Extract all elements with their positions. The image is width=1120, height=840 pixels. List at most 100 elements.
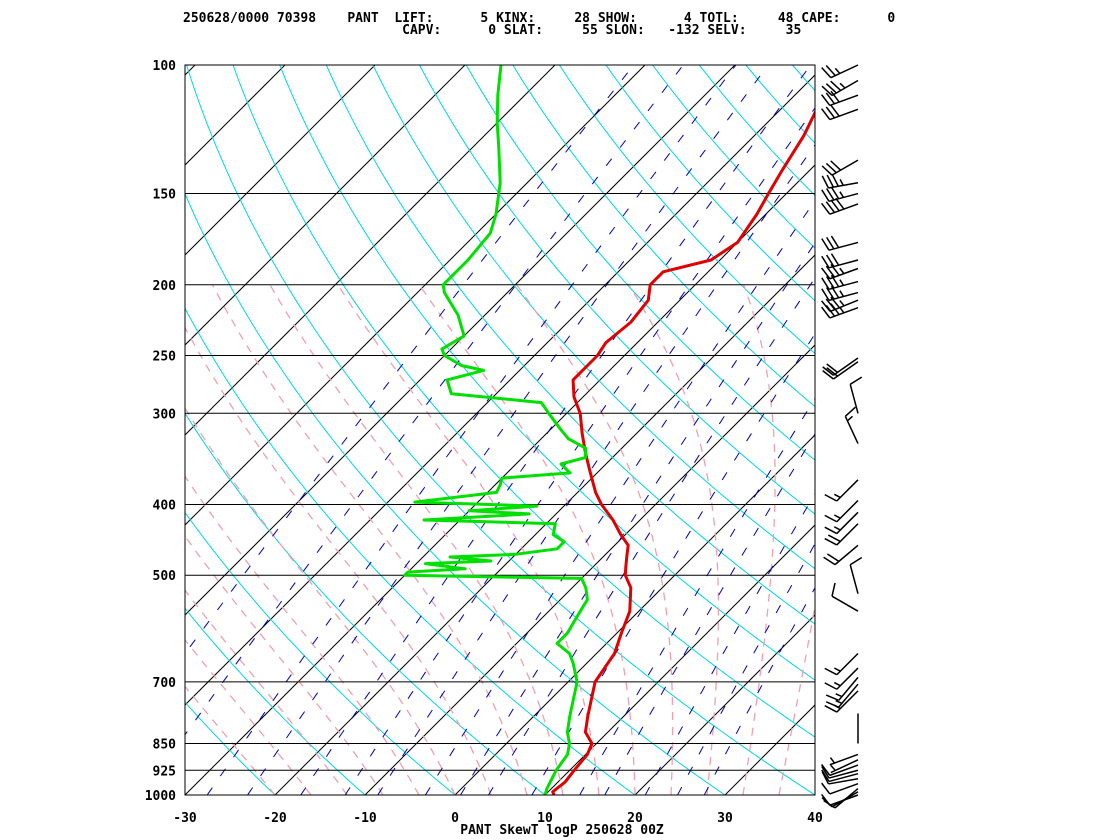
- pressure-tick-label: 400: [153, 499, 177, 514]
- dry-adiabat-line: [279, 65, 815, 681]
- moist-adiabat-line: [742, 284, 776, 795]
- pressure-tick-label: 100: [153, 59, 177, 74]
- isotherm-line: [0, 65, 105, 795]
- plot-frame: [184, 64, 816, 796]
- pressure-tick-label: 1000: [145, 789, 176, 804]
- isotherm-line: [185, 65, 736, 616]
- mixing-ratio-line: [300, 65, 812, 795]
- wind-barb: [829, 753, 859, 766]
- mixing-ratio-line: [185, 65, 684, 736]
- wind-barb: [821, 285, 859, 302]
- mixing-ratio-line: [377, 144, 815, 795]
- isotherm-line: [274, 254, 815, 795]
- dewpoint-trace: [403, 65, 589, 795]
- dry-adiabat-line: [185, 511, 456, 795]
- dry-adiabat-line: [372, 65, 815, 570]
- temperature-tick-label: 0: [451, 811, 459, 826]
- wind-barb: [821, 253, 859, 269]
- mixing-ratio-line: [703, 586, 815, 795]
- isotherm-line: [0, 65, 15, 795]
- moist-adiabat-line: [516, 284, 674, 795]
- temperature-trace: [551, 65, 815, 795]
- wind-barb: [821, 173, 859, 189]
- mixing-ratio-line: [488, 276, 815, 795]
- wind-barb: [849, 376, 863, 414]
- mixing-ratio-line: [206, 65, 737, 795]
- wind-barb: [821, 764, 859, 777]
- wind-barb: [824, 523, 859, 546]
- pressure-tick-label: 300: [153, 407, 177, 422]
- wind-barb: [824, 690, 859, 713]
- wind-barb: [849, 556, 863, 594]
- dry-adiabat-line: [185, 607, 366, 795]
- dry-adiabat-line: [0, 65, 95, 795]
- pressure-tick-label: 500: [153, 569, 177, 584]
- dry-adiabat-line: [325, 65, 815, 625]
- dry-adiabat-line: [652, 65, 815, 249]
- wind-barb: [824, 499, 859, 523]
- wind-barb: [825, 676, 859, 702]
- isotherm-line: [185, 65, 376, 256]
- header: 250628/0000 70398 PANT LIFT: 5 KINX: 28 …: [183, 11, 895, 38]
- isotherm-line: [185, 65, 556, 436]
- sounding-traces: [403, 65, 815, 795]
- moist-adiabat-line: [185, 326, 492, 795]
- wind-barb: [821, 90, 859, 107]
- wind-barb: [821, 303, 859, 319]
- pressure-tick-label: 250: [153, 349, 177, 364]
- plot-border: [184, 64, 816, 796]
- dry-adiabat-line: [932, 65, 1120, 795]
- wind-barb: [822, 357, 859, 376]
- moist-adiabat-line: [628, 284, 720, 795]
- moist-adiabat-line: [778, 602, 815, 795]
- temperature-tick-label: -20: [263, 811, 287, 826]
- pressure-tick-label: 200: [153, 279, 177, 294]
- wind-barb: [821, 771, 859, 785]
- dry-adiabat-line: [792, 65, 815, 92]
- wind-barb: [824, 667, 859, 690]
- wind-barb: [821, 79, 859, 97]
- temperature-tick-label: 20: [627, 811, 643, 826]
- pressure-tick-label: 850: [153, 737, 177, 752]
- dry-adiabat-line: [886, 65, 1120, 795]
- temperature-tick-label: 10: [537, 811, 553, 826]
- wind-barb: [823, 788, 859, 809]
- mixing-ratio-line: [460, 242, 815, 795]
- wind-barb: [821, 159, 859, 176]
- isotherm-line: [185, 65, 646, 526]
- isotherm-line: [185, 74, 815, 706]
- isotherm-line: [544, 524, 815, 795]
- wind-barbs: [821, 64, 863, 809]
- isotherm-line: [454, 434, 815, 795]
- dry-adiabat-line: [839, 65, 1120, 795]
- wind-barb: [821, 186, 859, 203]
- wind-barb: [821, 782, 859, 795]
- wind-barb: [825, 683, 859, 708]
- moist-adiabat-line: [337, 284, 600, 795]
- temperature-tick-labels: -30 -20 -10 0 10 20 30 40: [173, 811, 823, 826]
- header-line-2: CAPV: 0 SLAT: 55 SLON: -132 SELV: 35: [183, 23, 801, 38]
- pressure-tick-label: 925: [153, 764, 176, 779]
- moist-adiabat-line: [269, 284, 564, 795]
- wind-barb: [824, 652, 859, 676]
- dry-adiabat-line: [745, 65, 815, 144]
- isotherm-line: [364, 344, 815, 795]
- wind-barb: [821, 64, 859, 79]
- mixing-ratio-line: [677, 542, 815, 795]
- dry-adiabat-line: [605, 65, 815, 302]
- pressure-tick-label: 700: [153, 676, 177, 691]
- dry-adiabat-line: [512, 65, 815, 408]
- wind-barb: [821, 104, 859, 121]
- temperature-tick-label: -30: [173, 811, 197, 826]
- wind-barb: [822, 361, 859, 380]
- wind-barb: [821, 766, 859, 779]
- wind-barb: [830, 759, 859, 774]
- wind-barb: [824, 479, 859, 502]
- wind-barb: [821, 197, 859, 215]
- temperature-tick-label: 30: [717, 811, 733, 826]
- mixing-ratio-line: [424, 199, 815, 795]
- mixing-ratio-line: [185, 65, 634, 655]
- pressure-tick-label: 150: [153, 188, 177, 203]
- dry-adiabat-line: [185, 412, 546, 795]
